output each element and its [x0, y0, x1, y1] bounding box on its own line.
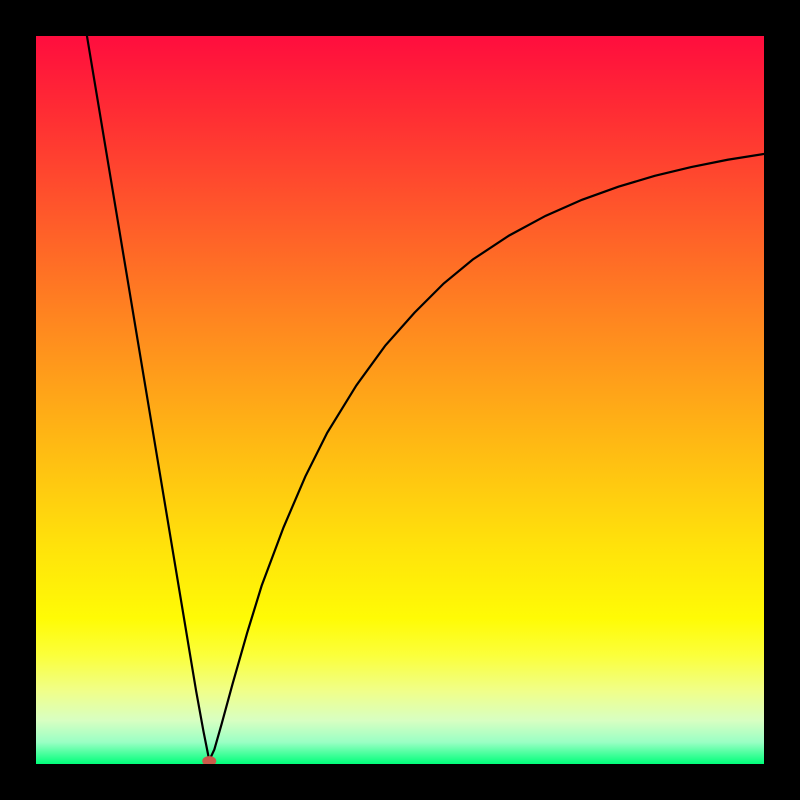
- frame-bottom: [0, 764, 800, 800]
- frame-top: [0, 0, 800, 36]
- frame-left: [0, 0, 36, 800]
- curve-left-branch: [87, 36, 209, 760]
- frame-right: [764, 0, 800, 800]
- curve-right-branch: [209, 154, 764, 760]
- bottleneck-curve: [0, 0, 800, 800]
